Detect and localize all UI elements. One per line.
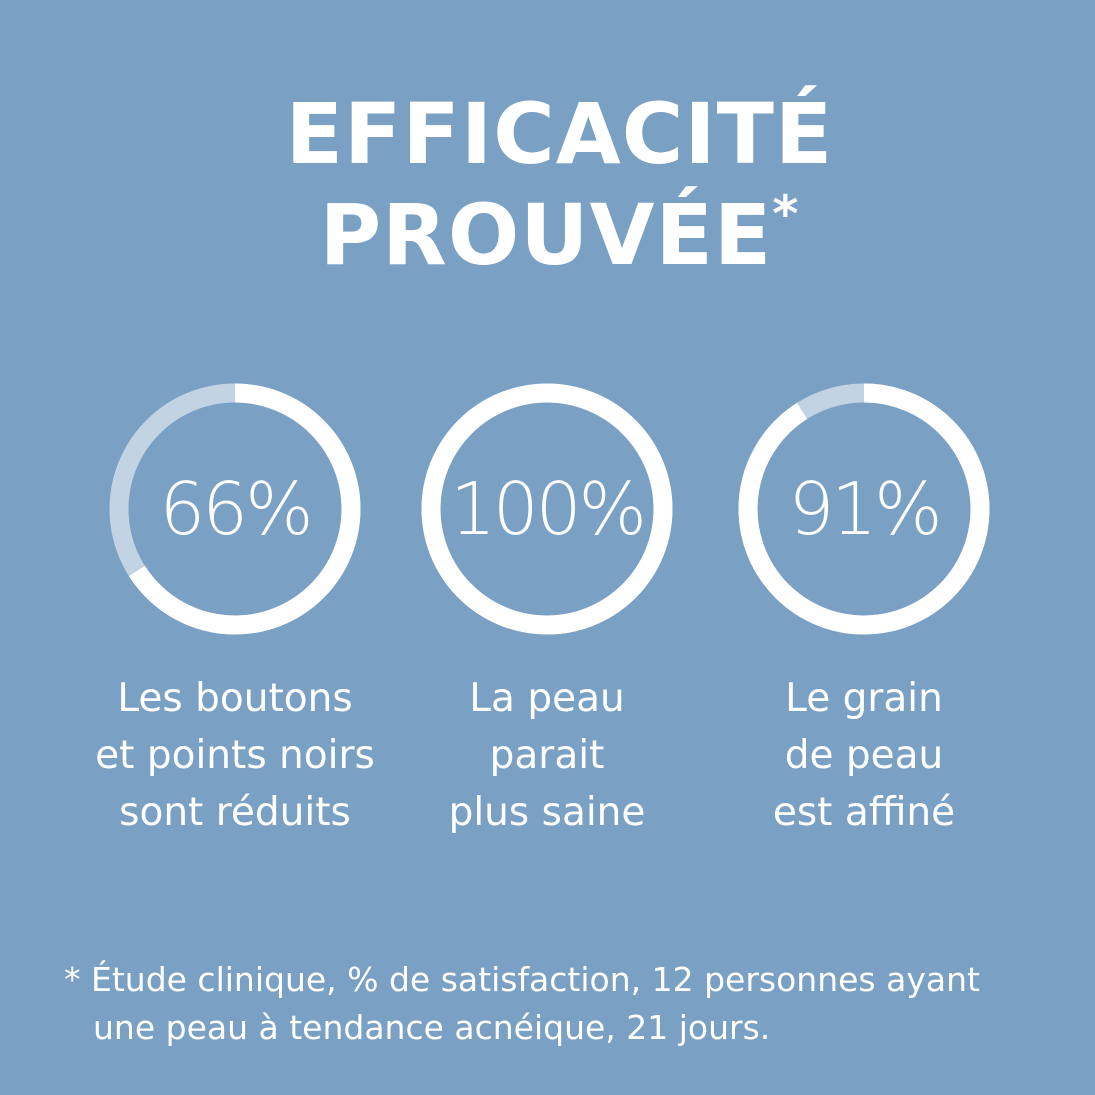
ring-progress — [109, 383, 361, 635]
title-line-2: PROUVÉE* — [12, 189, 1095, 277]
title-text: PROUVÉE — [319, 186, 773, 284]
title-line-1: EFFICACITÉ — [285, 85, 834, 183]
label-line: parait — [489, 733, 605, 778]
stat-peau-saine: 100% La peau parait plus saine — [387, 380, 707, 841]
progress-ring — [421, 383, 673, 635]
stat-label: La peau parait plus saine — [387, 670, 707, 841]
ring-progress — [421, 383, 673, 635]
label-line: et points noirs — [95, 733, 375, 778]
title-asterisk: * — [772, 185, 800, 243]
ring-progress — [738, 383, 990, 635]
stat-label: Les boutons et points noirs sont réduits — [75, 670, 395, 841]
stat-percent: 91% — [788, 467, 942, 551]
footnote: * Étude clinique, % de satisfaction, 12 … — [64, 956, 980, 1052]
progress-ring — [109, 383, 361, 635]
progress-ring — [738, 383, 990, 635]
stat-percent: 66% — [159, 467, 313, 551]
stat-percent: 100% — [450, 467, 647, 551]
stat-grain-de-peau: 91% Le grain de peau est affiné — [704, 380, 1024, 841]
label-line: plus saine — [448, 790, 646, 835]
label-line: Les boutons — [117, 676, 353, 721]
label-line: sont réduits — [119, 790, 351, 835]
label-line: La peau — [469, 676, 625, 721]
label-line: Le grain — [785, 676, 943, 721]
label-line: est affiné — [772, 790, 956, 835]
label-line: de peau — [784, 733, 944, 778]
stat-boutons: 66% Les boutons et points noirs sont réd… — [75, 380, 395, 841]
footnote-line-2: une peau à tendance acnéique, 21 jours. — [93, 1008, 771, 1047]
footnote-line-1: * Étude clinique, % de satisfaction, 12 … — [64, 960, 980, 999]
stat-label: Le grain de peau est affiné — [704, 670, 1024, 841]
